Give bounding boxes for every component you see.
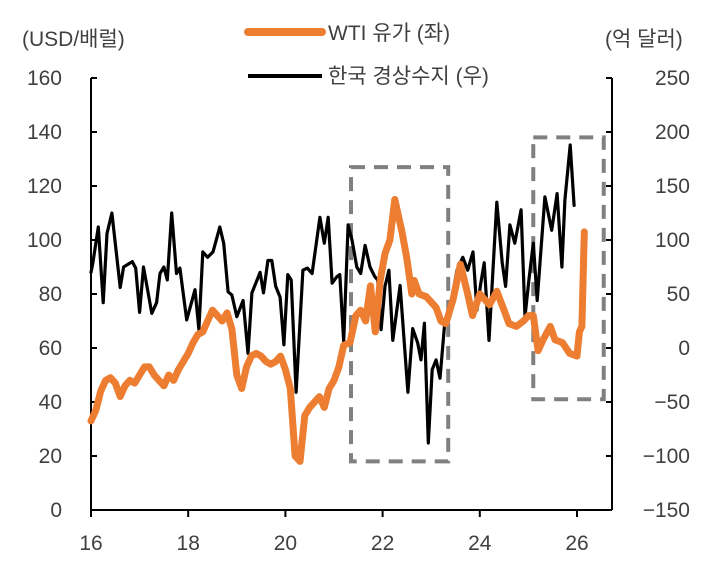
right-tick-label: 200 [655, 121, 690, 144]
left-tick-label: 140 [27, 121, 62, 144]
left-tick-label: 20 [39, 445, 62, 468]
highlight-box-2 [531, 135, 606, 402]
x-tick-label: 16 [79, 532, 102, 555]
wti-price-line [87, 196, 588, 465]
legend-label-current-account: 한국 경상수지 (우) [328, 65, 489, 88]
right-tick-label: 100 [655, 229, 690, 252]
left-tick-label: 60 [39, 337, 62, 360]
current-account-line [89, 143, 576, 445]
right-tick-label: 50 [667, 283, 690, 306]
left-tick-label: 120 [27, 175, 62, 198]
x-tick-label: 20 [274, 532, 297, 555]
left-tick-label: 100 [27, 229, 62, 252]
highlight-box-1 [349, 165, 451, 464]
left-tick-label: 40 [39, 391, 62, 414]
x-tick-label: 18 [177, 532, 200, 555]
right-tick-label: −100 [643, 445, 690, 468]
right-tick-label: 150 [655, 175, 690, 198]
right-tick-label: 250 [655, 67, 690, 90]
right-tick-label: −150 [643, 499, 690, 522]
legend: WTI 유가 (좌) 한국 경상수지 (우) [244, 22, 489, 88]
x-tick-label: 26 [565, 532, 588, 555]
left-tick-label: 0 [50, 499, 62, 522]
right-axis-label: (억 달러) [605, 28, 683, 51]
left-tick-label: 80 [39, 283, 62, 306]
x-tick-label: 22 [371, 532, 394, 555]
right-tick-label: 0 [678, 337, 690, 360]
x-tick-label: 24 [468, 532, 492, 555]
legend-label-wti: WTI 유가 (좌) [328, 22, 450, 45]
left-axis-label: (USD/배럴) [22, 28, 125, 51]
left-tick-label: 160 [27, 67, 62, 90]
right-tick-label: −50 [654, 391, 690, 414]
